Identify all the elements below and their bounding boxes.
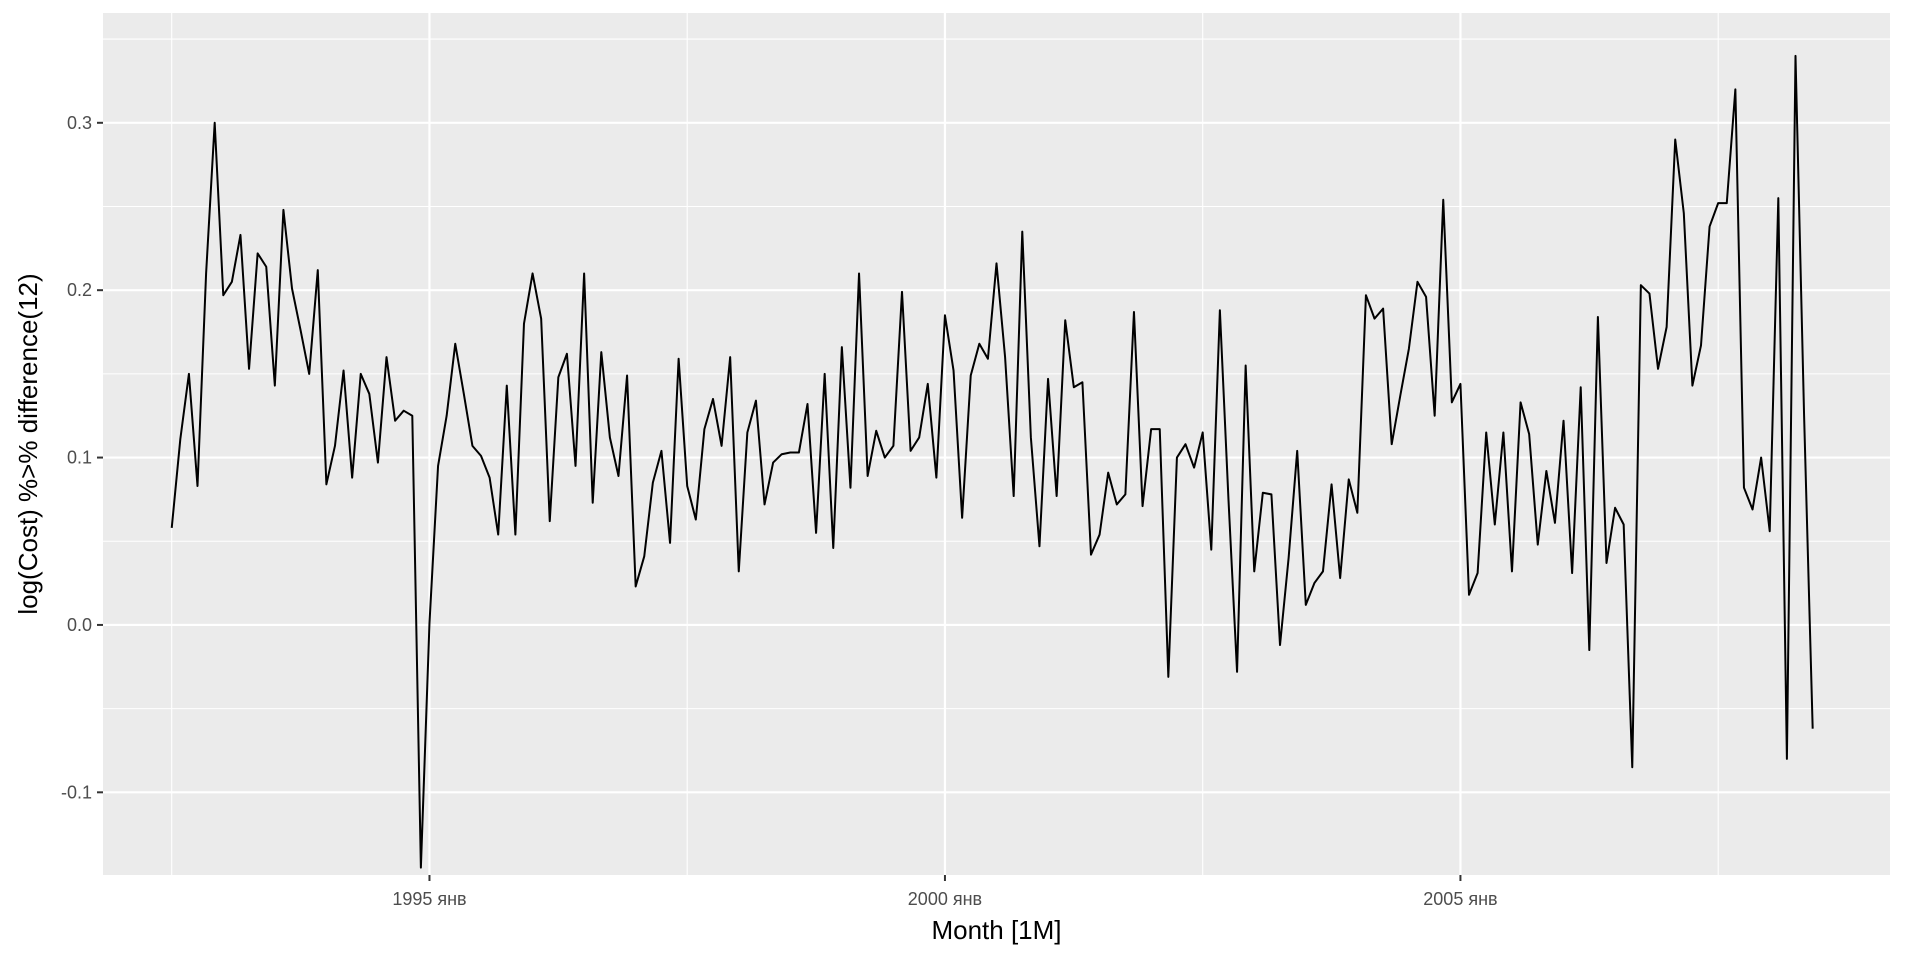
x-tick-label: 2000 янв bbox=[908, 889, 982, 909]
x-axis-title: Month [1M] bbox=[931, 915, 1061, 945]
y-tick-label: 0.1 bbox=[67, 448, 92, 468]
y-axis-title: log(Cost) %>% difference(12) bbox=[13, 273, 43, 614]
x-axis: 1995 янв 2000 янв 2005 янв bbox=[392, 875, 1498, 909]
x-tick-label: 2005 янв bbox=[1423, 889, 1497, 909]
series-line bbox=[170, 54, 1814, 869]
y-tick-label: 0.2 bbox=[67, 280, 92, 300]
y-tick-label: 0.3 bbox=[67, 113, 92, 133]
plot-panel bbox=[103, 13, 1890, 875]
y-tick-label: -0.1 bbox=[61, 782, 92, 802]
y-tick-label: 0.0 bbox=[67, 615, 92, 635]
x-tick-label: 1995 янв bbox=[392, 889, 466, 909]
major-gridlines bbox=[103, 13, 1890, 875]
minor-gridlines bbox=[103, 13, 1890, 877]
y-axis: -0.1 0.0 0.1 0.2 0.3 bbox=[61, 113, 103, 802]
